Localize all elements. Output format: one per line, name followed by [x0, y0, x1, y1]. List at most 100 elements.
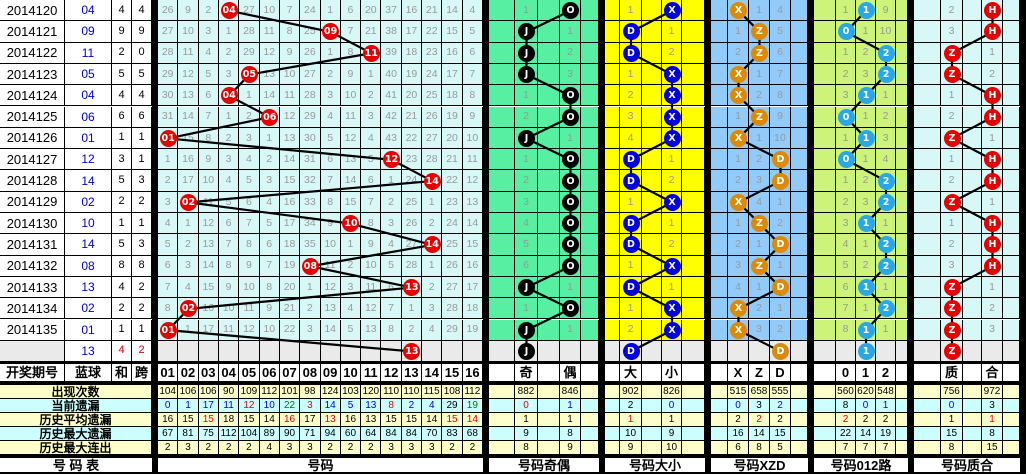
- zh-spacer-cell: [963, 319, 982, 341]
- grid-omission-cell: 28: [158, 42, 179, 64]
- stat-value: 18: [218, 413, 240, 427]
- zh-omission-cell: 2: [941, 0, 963, 22]
- grid-omission-cell: 31: [158, 106, 179, 128]
- grid-omission-cell: [218, 340, 240, 363]
- grid-omission-cell: 9: [320, 213, 341, 235]
- grid-omission-cell: 29: [239, 42, 260, 64]
- big-small-ball: X: [663, 300, 681, 318]
- grid-omission-cell: 20: [361, 0, 382, 22]
- stat-spacer: [538, 441, 560, 455]
- grid-omission-cell: 10: [279, 63, 301, 86]
- prime-composite-ball: H: [984, 257, 1001, 275]
- stat-value: 94: [320, 427, 341, 441]
- stat-value: 15: [770, 427, 791, 441]
- period-cell: 2014128: [0, 170, 65, 192]
- grid-omission-cell: 7: [158, 276, 179, 299]
- stat-spacer: [814, 413, 836, 427]
- xzd-omission-cell: 1: [749, 63, 770, 86]
- stat-value: 112: [462, 385, 483, 399]
- xzd-ball: X: [730, 193, 747, 211]
- dx-omission-cell: 1: [620, 298, 642, 320]
- r012-spacer-cell: [896, 170, 908, 192]
- grid-omission-cell: 14: [320, 319, 341, 341]
- grid-omission-cell: 13: [320, 298, 341, 320]
- footer-label-r012: 号码012路: [814, 458, 908, 472]
- divider-bar: [0, 361, 1026, 364]
- dx-spacer-cell: [682, 234, 705, 256]
- stat-value: 3: [381, 441, 402, 455]
- stat-spacer: [1003, 399, 1020, 413]
- xzd-omission-cell: 4: [749, 191, 770, 213]
- jo-spacer-cell: [581, 170, 599, 192]
- header-spacer: [605, 364, 620, 382]
- header-xzd-cell: D: [770, 364, 791, 382]
- period-cell: [0, 340, 65, 363]
- prime-composite-ball: H: [984, 215, 1001, 233]
- grid-omission-cell: 2: [401, 319, 423, 341]
- dx-omission-cell: 1: [620, 63, 642, 86]
- r012-omission-cell: 2: [836, 191, 856, 213]
- grid-omission-cell: 16: [178, 149, 199, 171]
- grid-omission-cell: 8: [259, 276, 280, 299]
- xzd-spacer-cell: [711, 127, 728, 150]
- dx-spacer-cell: [682, 213, 705, 235]
- r012-omission-cell: 1: [856, 234, 876, 256]
- header-zh-cell: 质: [941, 364, 963, 382]
- zh-spacer-cell: [1003, 0, 1020, 22]
- stat-value: 2: [239, 441, 260, 455]
- zh-spacer-cell: [963, 149, 982, 171]
- jo-spacer-cell: [581, 85, 599, 107]
- stat-value: 7: [876, 441, 896, 455]
- grid-omission-cell: 10: [462, 127, 483, 150]
- r012-spacer-cell: [814, 106, 836, 128]
- stat-value: 22: [279, 399, 301, 413]
- xzd-spacer-cell: [791, 298, 808, 320]
- grid-omission-cell: 7: [462, 63, 483, 86]
- r012-spacer-cell: [896, 319, 908, 341]
- stat-value: 846: [560, 385, 581, 399]
- footer-label-jo: 号码奇偶: [489, 458, 599, 472]
- dx-spacer-cell: [642, 319, 662, 341]
- jo-spacer-cell: [581, 276, 599, 299]
- grid-omission-cell: 12: [361, 298, 382, 320]
- stat-value: 101: [279, 385, 301, 399]
- xzd-ball: X: [730, 321, 747, 339]
- grid-omission-cell: 26: [401, 213, 423, 235]
- grid-omission-cell: 14: [178, 106, 199, 128]
- grid-omission-cell: 10: [178, 21, 199, 43]
- xzd-omission-cell: 4: [728, 276, 749, 299]
- xzd-spacer-cell: [711, 149, 728, 171]
- grid-omission-cell: 5: [361, 149, 382, 171]
- grid-omission-cell: 11: [320, 255, 341, 277]
- zh-omission-cell: 1: [982, 127, 1003, 150]
- stat-spacer: [605, 441, 620, 455]
- span-cell: 6: [132, 106, 152, 128]
- zh-omission-cell: 1: [982, 42, 1003, 64]
- dx-spacer-cell: [682, 191, 705, 213]
- prime-composite-ball: H: [984, 172, 1001, 190]
- stat-value: 9: [620, 441, 642, 455]
- xzd-ball: Z: [751, 108, 768, 126]
- zh-spacer-cell: [1003, 21, 1020, 43]
- grid-omission-cell: 30: [158, 85, 179, 107]
- xzd-spacer-cell: [791, 0, 808, 22]
- xzd-spacer-cell: [791, 170, 808, 192]
- r012-spacer-cell: [814, 234, 836, 256]
- stat-value: 2: [218, 441, 240, 455]
- grid-omission-cell: 10: [239, 276, 260, 299]
- xzd-omission-cell: 3: [749, 170, 770, 192]
- header-number-cell: 10: [340, 364, 362, 382]
- grid-omission-cell: 35: [300, 234, 321, 256]
- jo-spacer-cell: [538, 213, 560, 235]
- dx-omission-cell: 2: [662, 170, 682, 192]
- xzd-spacer-cell: [711, 42, 728, 64]
- jo-spacer-cell: [538, 170, 560, 192]
- grid-omission-cell: [361, 340, 382, 363]
- prime-composite-ball: Z: [943, 279, 961, 297]
- grid-omission-cell: 18: [462, 298, 483, 320]
- jo-spacer-cell: [489, 106, 515, 128]
- xzd-omission-cell: 5: [770, 21, 791, 43]
- stat-spacer: [914, 427, 941, 441]
- dx-omission-cell: [662, 340, 682, 363]
- grid-omission-cell: 37: [381, 0, 402, 22]
